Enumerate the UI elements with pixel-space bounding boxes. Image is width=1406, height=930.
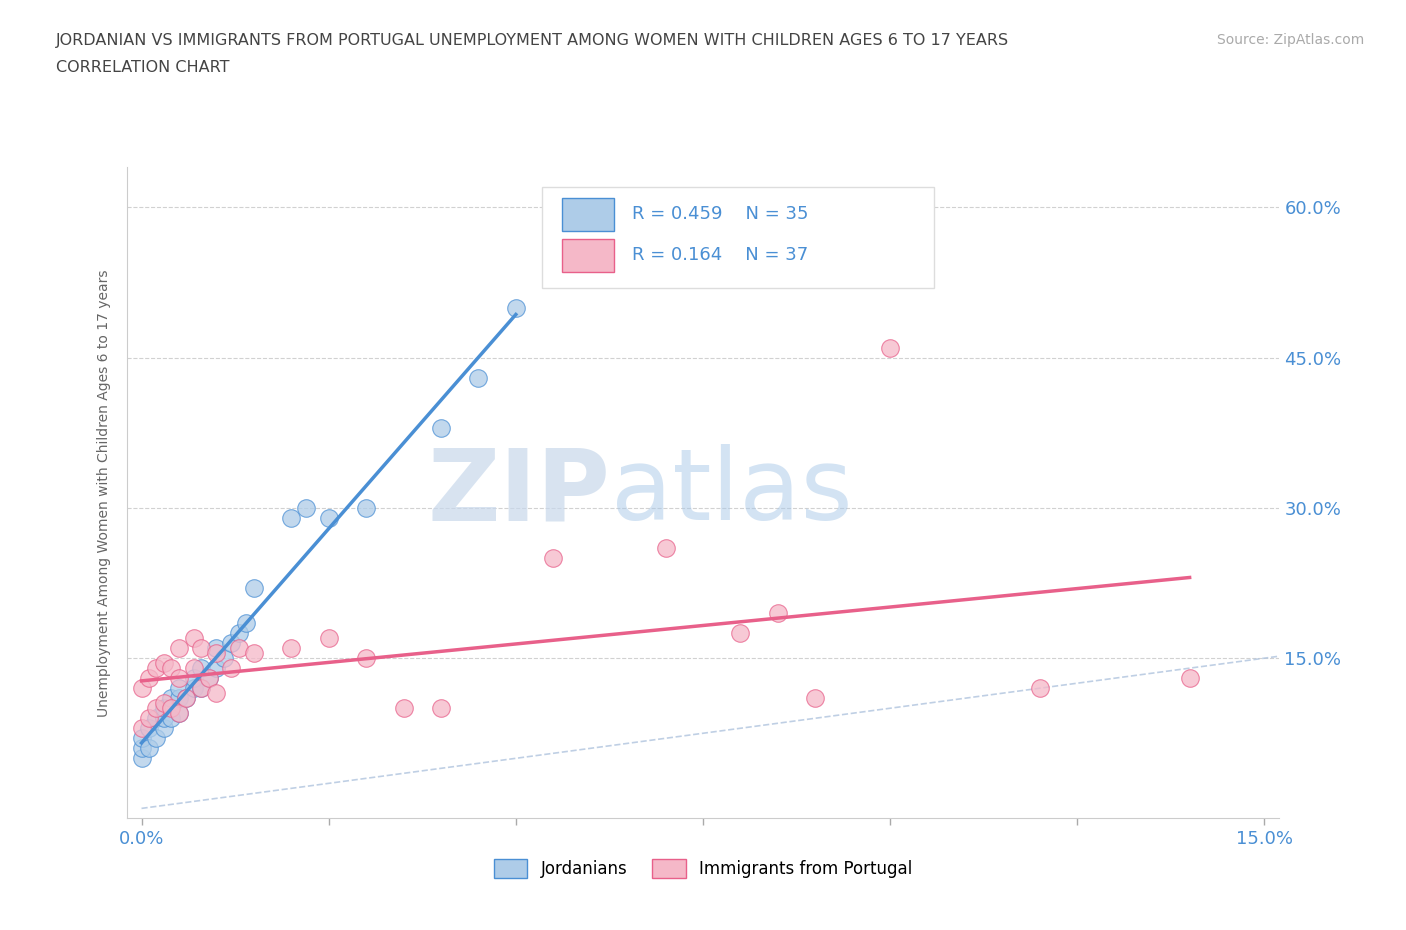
Point — [153, 711, 176, 725]
Point — [176, 691, 198, 706]
Point — [190, 641, 212, 656]
Point — [167, 671, 190, 685]
FancyBboxPatch shape — [562, 239, 614, 272]
Point — [221, 660, 243, 675]
Point — [138, 721, 160, 736]
Point — [190, 660, 212, 675]
Point — [354, 500, 377, 515]
Point — [198, 671, 221, 685]
Point — [543, 551, 565, 565]
Point — [145, 660, 167, 675]
Point — [467, 370, 489, 385]
Point — [243, 580, 266, 595]
Text: Source: ZipAtlas.com: Source: ZipAtlas.com — [1216, 33, 1364, 46]
Point — [190, 681, 212, 696]
Point — [221, 636, 243, 651]
Point — [131, 741, 153, 756]
Point — [243, 645, 266, 660]
FancyBboxPatch shape — [562, 198, 614, 231]
Text: atlas: atlas — [610, 445, 852, 541]
Point — [167, 706, 190, 721]
Point — [505, 300, 527, 315]
Point — [167, 681, 190, 696]
Legend: Jordanians, Immigrants from Portugal: Jordanians, Immigrants from Portugal — [486, 853, 920, 885]
Point — [205, 685, 228, 700]
Point — [145, 731, 167, 746]
Point — [131, 681, 153, 696]
Point — [153, 701, 176, 716]
Point — [280, 511, 302, 525]
Point — [145, 711, 167, 725]
Text: R = 0.164    N = 37: R = 0.164 N = 37 — [631, 246, 808, 264]
Point — [430, 420, 453, 435]
Point — [138, 741, 160, 756]
Point — [145, 701, 167, 716]
Point — [318, 631, 340, 645]
Point — [153, 696, 176, 711]
Point — [167, 706, 190, 721]
Point — [131, 751, 153, 765]
Point — [160, 691, 183, 706]
Point — [280, 641, 302, 656]
Point — [228, 626, 250, 641]
Point — [160, 701, 183, 716]
Point — [766, 605, 789, 620]
Point — [190, 681, 212, 696]
Point — [167, 641, 190, 656]
Point — [1178, 671, 1201, 685]
Point — [392, 701, 415, 716]
Point — [205, 660, 228, 675]
Point — [198, 671, 221, 685]
Point — [318, 511, 340, 525]
Point — [183, 631, 205, 645]
FancyBboxPatch shape — [541, 187, 934, 288]
Text: R = 0.459    N = 35: R = 0.459 N = 35 — [631, 206, 808, 223]
Point — [131, 731, 153, 746]
Point — [354, 651, 377, 666]
Point — [167, 691, 190, 706]
Text: ZIP: ZIP — [427, 445, 610, 541]
Y-axis label: Unemployment Among Women with Children Ages 6 to 17 years: Unemployment Among Women with Children A… — [97, 269, 111, 717]
Point — [205, 641, 228, 656]
Point — [176, 691, 198, 706]
Point — [160, 660, 183, 675]
Point — [235, 616, 257, 631]
Point — [1029, 681, 1052, 696]
Point — [131, 721, 153, 736]
Point — [183, 671, 205, 685]
Point — [138, 671, 160, 685]
Point — [205, 645, 228, 660]
Point — [212, 651, 235, 666]
Point — [160, 711, 183, 725]
Point — [138, 711, 160, 725]
Point — [228, 641, 250, 656]
Point — [153, 656, 176, 671]
Point — [804, 691, 827, 706]
Point — [430, 701, 453, 716]
Point — [730, 626, 752, 641]
Point — [183, 681, 205, 696]
Point — [879, 340, 901, 355]
Text: JORDANIAN VS IMMIGRANTS FROM PORTUGAL UNEMPLOYMENT AMONG WOMEN WITH CHILDREN AGE: JORDANIAN VS IMMIGRANTS FROM PORTUGAL UN… — [56, 33, 1010, 47]
Point — [654, 540, 676, 555]
Text: CORRELATION CHART: CORRELATION CHART — [56, 60, 229, 75]
Point — [183, 660, 205, 675]
Point — [153, 721, 176, 736]
Point — [295, 500, 318, 515]
